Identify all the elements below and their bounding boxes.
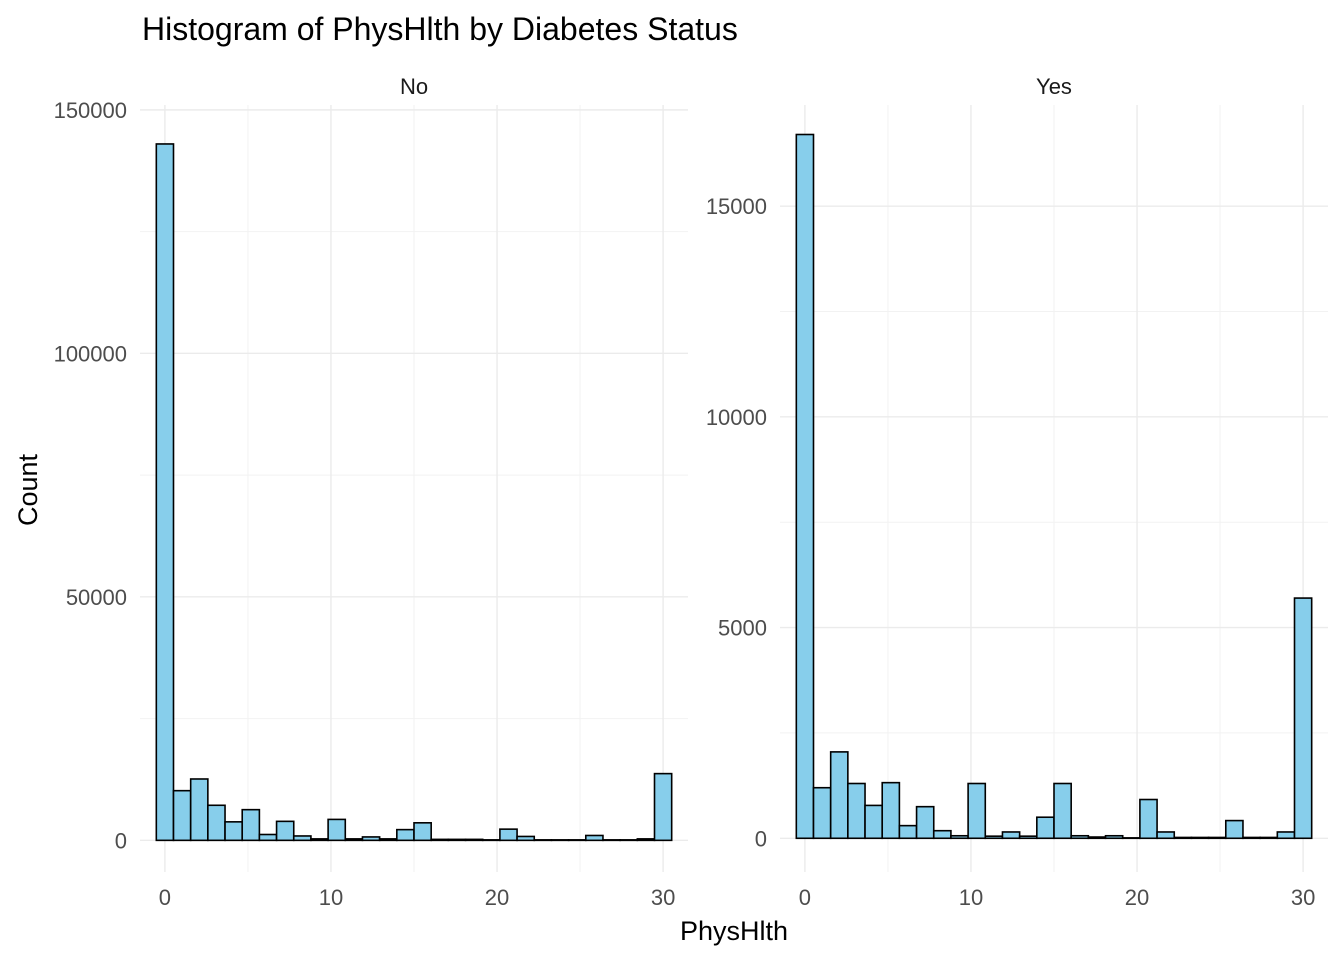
histogram-bar: [1190, 836, 1210, 840]
facet-strip-label: Yes: [1036, 74, 1072, 99]
histogram-bar: [1070, 834, 1090, 840]
panel-yes: 0 5000 10000 15000 0 10 20 30 Yes: [706, 74, 1328, 910]
histogram-bar: [241, 808, 261, 842]
y-tick-label: 0: [755, 826, 767, 851]
y-tick-label: 10000: [706, 405, 767, 430]
histogram-bar: [1276, 831, 1296, 840]
x-tick-label: 0: [799, 885, 811, 910]
histogram-bar: [464, 838, 484, 842]
facet-strip-label: No: [400, 74, 428, 99]
histogram-bar: [258, 833, 278, 842]
histogram-bar: [847, 782, 866, 840]
histogram-bar: [812, 786, 832, 840]
histogram-bar: [829, 751, 849, 840]
histogram-bar: [327, 818, 347, 842]
histogram-bar: [172, 789, 192, 842]
histogram-bar: [1207, 836, 1227, 840]
x-tick-label: 10: [319, 885, 343, 910]
histogram-bar: [950, 834, 969, 840]
histogram-bar: [275, 820, 295, 842]
histogram-bar: [292, 835, 312, 842]
histogram-bar: [155, 143, 175, 842]
y-tick-label: 150000: [54, 98, 127, 123]
histogram-bar: [1139, 798, 1158, 840]
histogram-bar: [1018, 835, 1038, 840]
histogram-bar: [224, 821, 244, 842]
histogram-bar: [189, 778, 209, 842]
histogram-bar: [516, 835, 536, 842]
x-tick-label: 20: [485, 885, 509, 910]
histogram-bar: [584, 834, 604, 842]
histogram-bar: [1001, 831, 1021, 840]
histogram-bar: [1259, 836, 1279, 840]
histogram-bar: [361, 836, 381, 842]
histogram-bar: [915, 805, 935, 840]
histogram-bar: [881, 781, 901, 840]
chart-title: Histogram of PhysHlth by Diabetes Status: [142, 11, 738, 47]
histogram-bar: [499, 828, 518, 842]
y-tick-label: 50000: [66, 585, 127, 610]
histogram-bar: [378, 838, 398, 842]
histogram-bar: [636, 838, 656, 842]
histogram-bar: [396, 828, 415, 842]
histogram-bar: [932, 829, 952, 840]
histogram-bar: [864, 804, 884, 840]
histogram-bar: [413, 822, 432, 842]
histogram-bar: [967, 782, 987, 840]
x-axis-title: PhysHlth: [680, 916, 788, 946]
panel-no: 0 50000 100000 150000 0 10 20 30 No: [54, 74, 688, 910]
histogram-bar: [1087, 836, 1107, 840]
histogram-bar: [447, 838, 467, 842]
histogram-bar: [653, 772, 673, 842]
histogram-bar: [1156, 831, 1176, 840]
histogram-bar: [1053, 782, 1072, 840]
histogram-bar: [1036, 816, 1055, 840]
histogram-bar: [1242, 836, 1261, 840]
histogram-bar: [344, 838, 364, 842]
y-tick-label: 5000: [718, 616, 767, 641]
histogram-bar: [898, 824, 918, 840]
y-tick-label: 100000: [54, 341, 127, 366]
histogram-bar: [1173, 836, 1193, 840]
histogram-bar: [1224, 819, 1244, 840]
y-tick-label: 15000: [706, 194, 767, 219]
x-tick-label: 30: [651, 885, 675, 910]
histogram-bar: [1293, 597, 1313, 840]
histogram-bar: [1104, 834, 1124, 840]
x-tick-label: 20: [1125, 885, 1149, 910]
histogram-bar: [430, 838, 450, 842]
histogram-bar: [310, 838, 329, 842]
histogram-bar: [984, 835, 1004, 840]
histogram-bar: [795, 133, 815, 840]
x-tick-label: 10: [959, 885, 983, 910]
y-axis-title: Count: [13, 453, 43, 526]
x-tick-label: 0: [159, 885, 171, 910]
y-tick-label: 0: [115, 828, 127, 853]
histogram-bar: [207, 804, 226, 842]
x-tick-label: 30: [1291, 885, 1315, 910]
